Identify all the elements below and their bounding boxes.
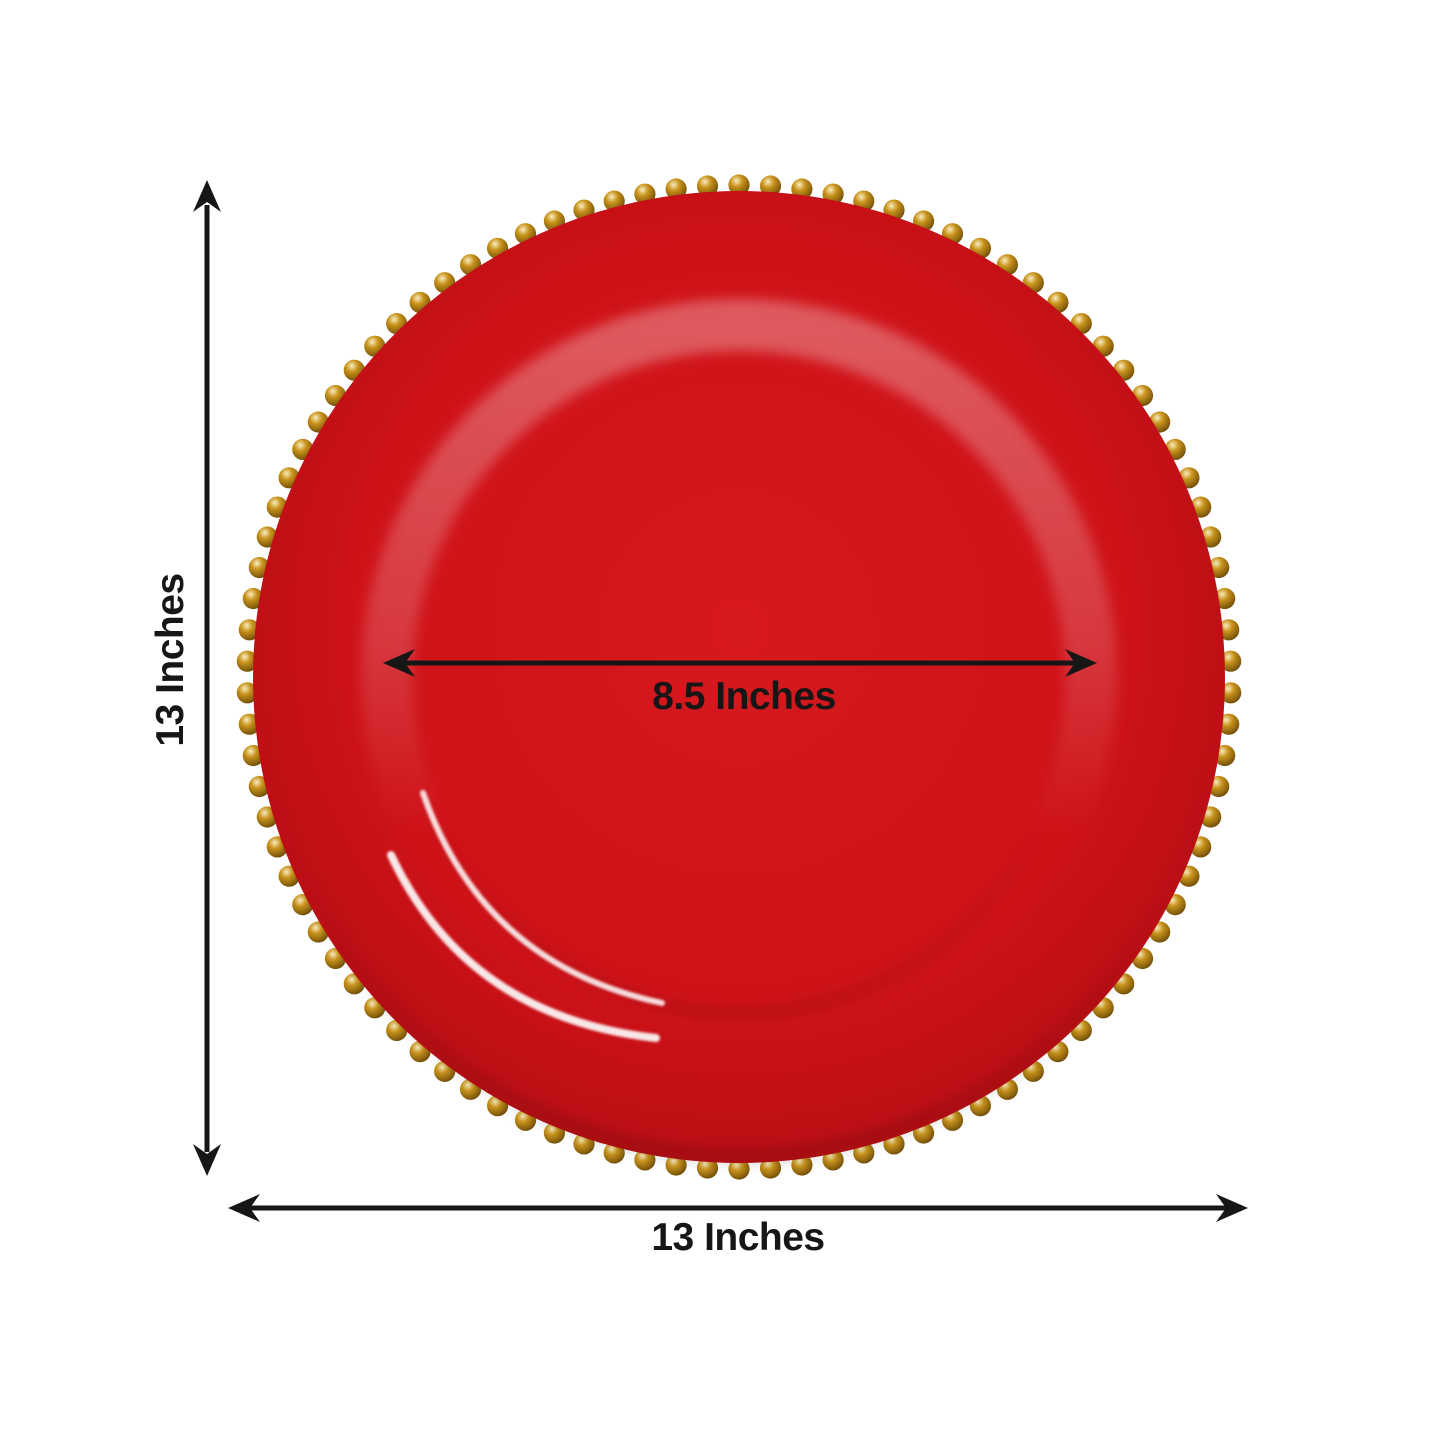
arrowhead-right-icon — [1065, 649, 1097, 677]
height-dimension — [193, 180, 221, 1176]
arrowhead-left-icon — [228, 1194, 260, 1222]
arrowhead-up-icon — [193, 180, 221, 212]
arrowhead-right-icon — [1216, 1194, 1248, 1222]
inner-diameter-dimension — [383, 649, 1097, 677]
width-dimension — [228, 1194, 1248, 1222]
inner-diameter-dimension-label: 8.5 Inches — [652, 675, 836, 718]
reflection-crescent-upper — [420, 790, 665, 1006]
reflection-crescent-lower — [387, 851, 660, 1042]
arrowhead-down-icon — [193, 1144, 221, 1176]
plate-well-shade — [397, 335, 1081, 1019]
height-dimension-label: 13 Inches — [149, 573, 192, 747]
arrowhead-left-icon — [383, 649, 415, 677]
width-dimension-label: 13 Inches — [651, 1216, 825, 1259]
plate-edge-shade — [252, 190, 1226, 1164]
plate-well-highlight-ring — [361, 299, 1117, 1055]
